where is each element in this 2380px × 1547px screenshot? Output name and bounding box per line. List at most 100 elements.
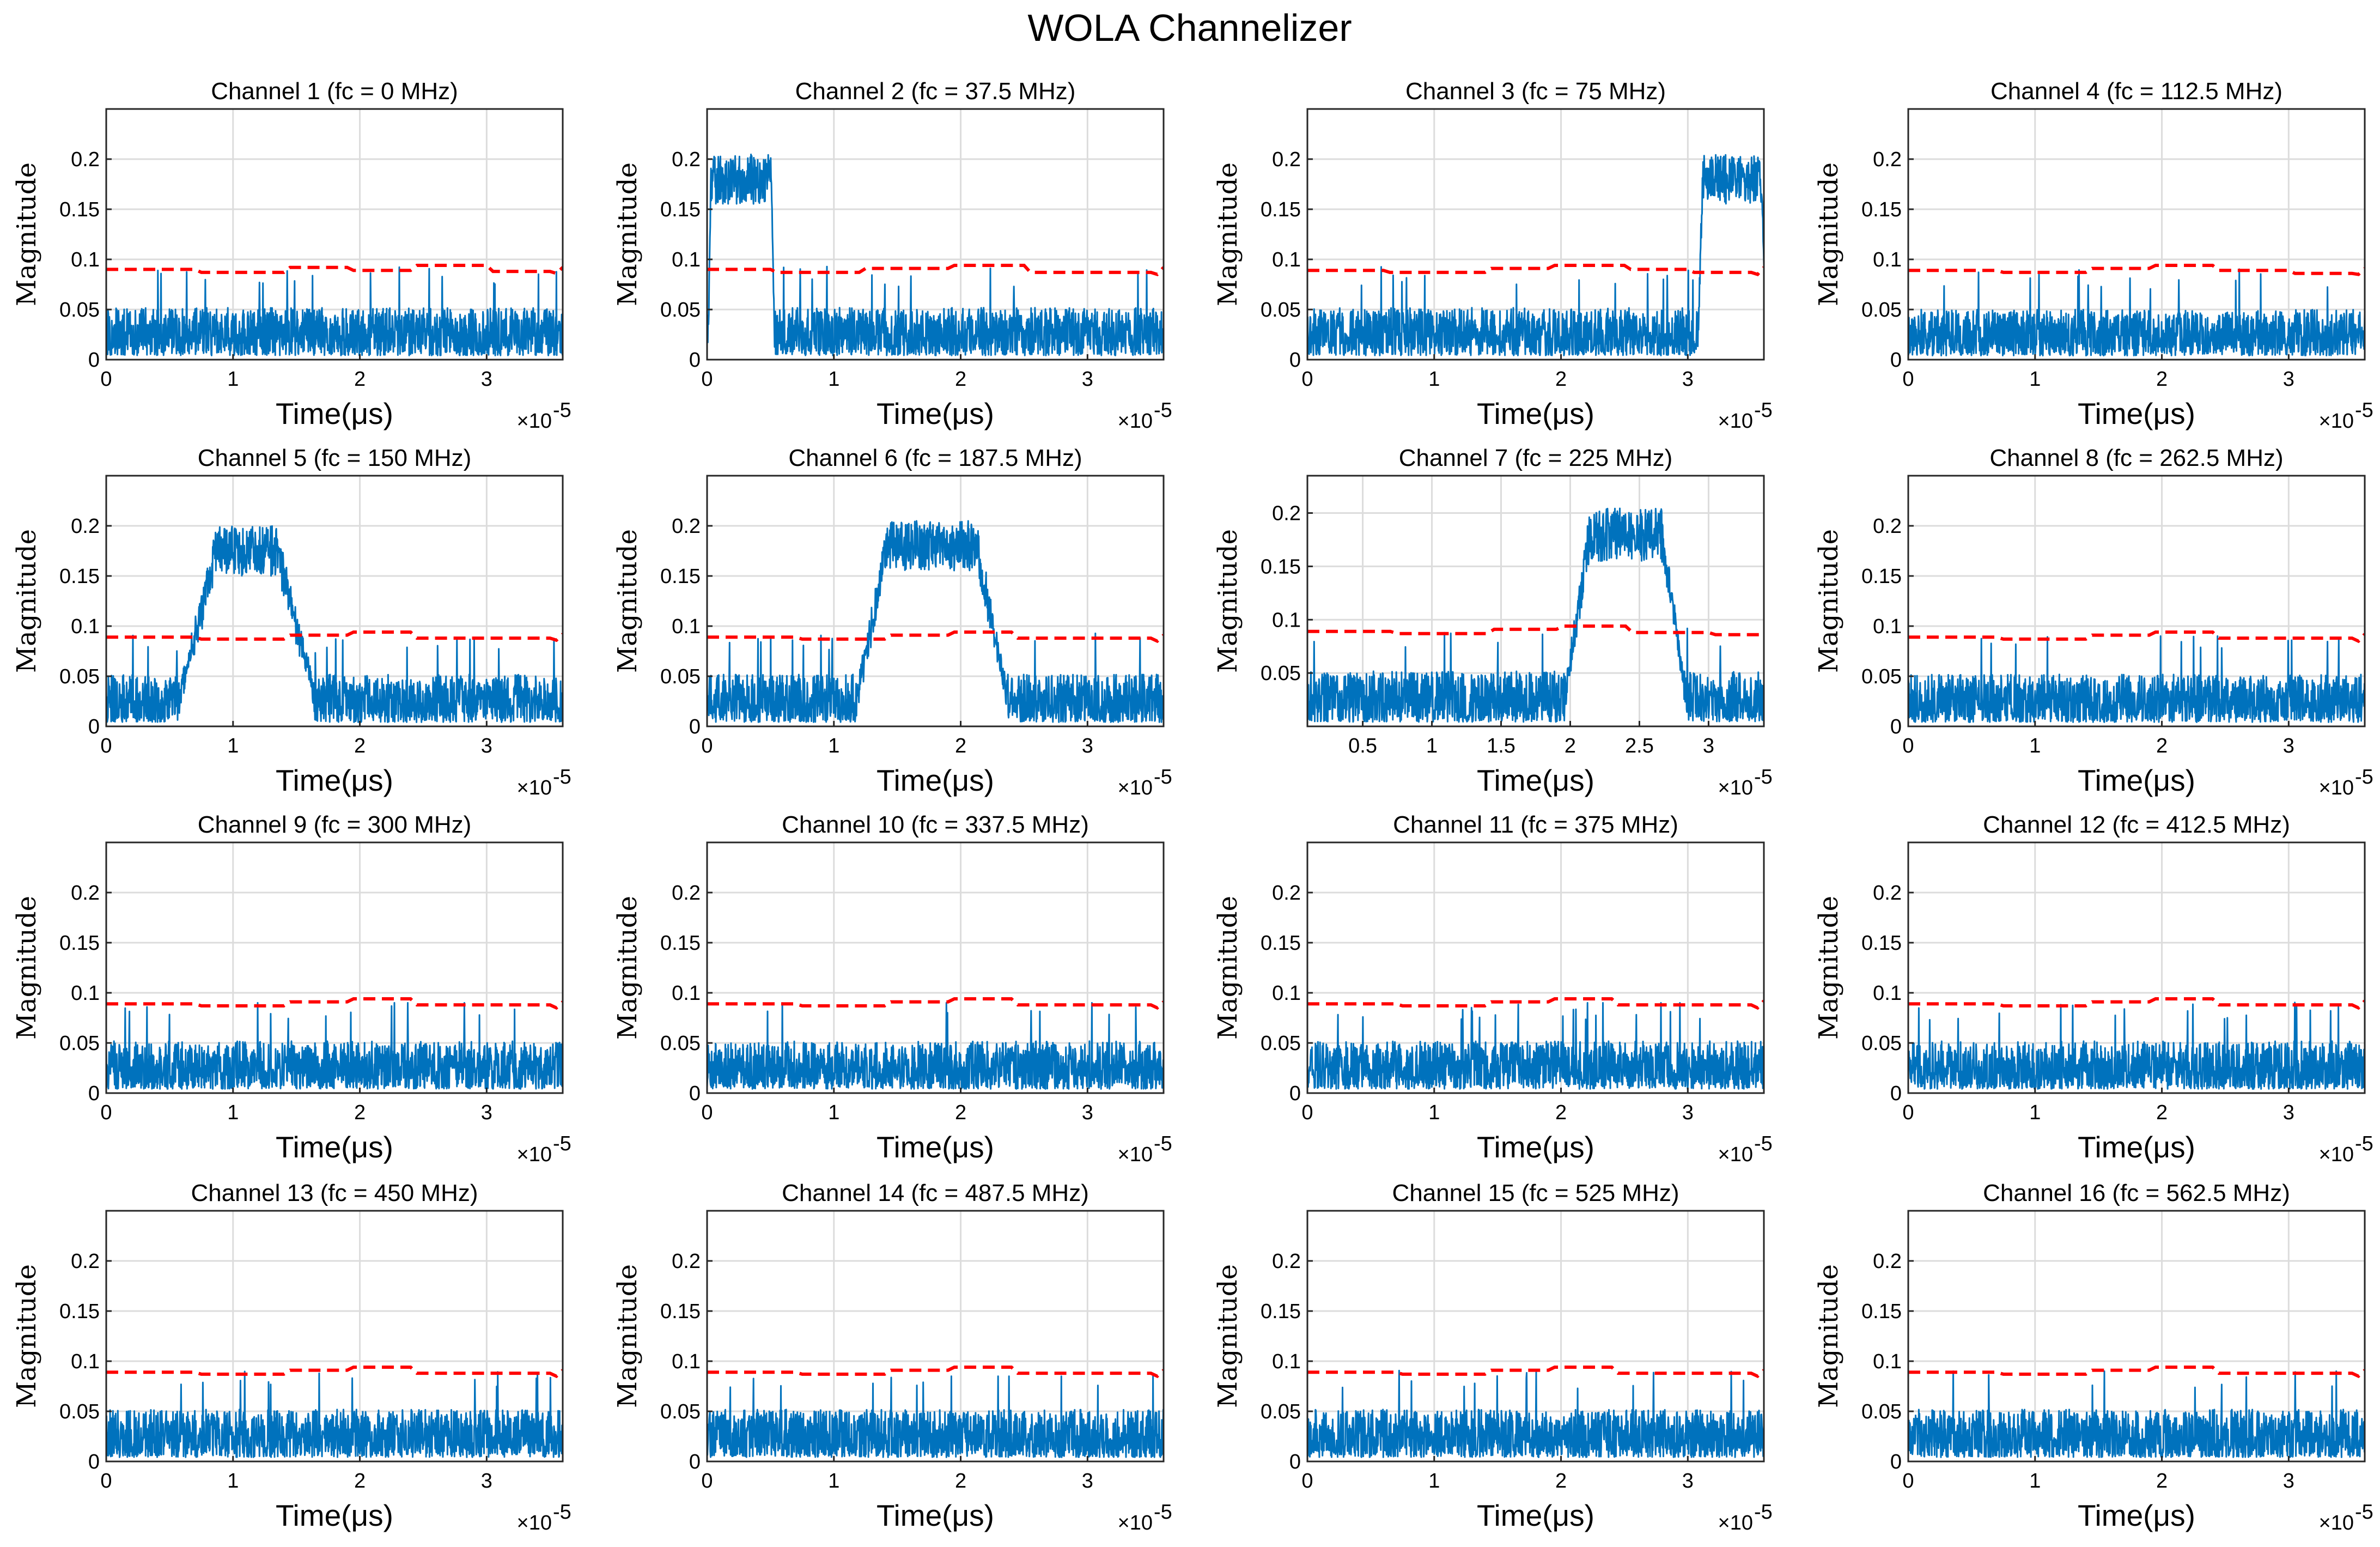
y-tick-label: 0.05 (660, 299, 701, 321)
y-axis-label: Magnitude (1813, 1264, 1844, 1408)
axes-frame (706, 475, 1165, 727)
x-tick-label: 3 (1682, 368, 1694, 391)
threshold-line (1908, 1366, 2365, 1379)
channel-10-subplot: Channel 10 (fc = 337.5 MHz) 0 1 2 3 0 0.05 0.1 0… (612, 811, 1172, 1166)
y-tick-label: 0.1 (672, 1350, 701, 1373)
threshold-line (106, 1366, 563, 1379)
x-axis-label: Time(μs) (2078, 1499, 2195, 1532)
panel-title: Channel 4 (fc = 112.5 MHz) (1991, 78, 2282, 105)
x-tick-label: 3 (481, 1470, 492, 1493)
x-tick-label: 2 (1555, 368, 1567, 391)
x-exponent-label: ×10 (1118, 776, 1153, 799)
channel-14-subplot: Channel 14 (fc = 487.5 MHz) 0 1 2 3 0 0.05 0.1 0… (612, 1180, 1172, 1534)
y-tick-label: 0.15 (1861, 932, 1902, 955)
axes-frame (105, 475, 564, 727)
x-exponent-label: ×10 (517, 1143, 552, 1166)
y-tick-label: 0.05 (59, 299, 100, 321)
y-tick-label: 0.2 (1873, 882, 1902, 905)
x-tick-label: 1 (828, 735, 839, 757)
x-exponent-superscript: -5 (1154, 399, 1172, 422)
y-tick-label: 0.15 (59, 198, 100, 221)
x-tick-label: 2 (354, 1101, 366, 1124)
x-tick-label: 3 (1682, 1470, 1694, 1493)
y-axis-label: Magnitude (1213, 529, 1243, 673)
x-tick-label: 2 (955, 368, 966, 391)
y-tick-label: 0 (88, 715, 100, 738)
axes-frame (706, 841, 1165, 1094)
x-tick-label: 0 (1902, 368, 1914, 391)
y-tick-label: 0.15 (1861, 1300, 1902, 1323)
y-tick-label: 0.05 (660, 1032, 701, 1055)
y-tick-label: 0.15 (660, 198, 701, 221)
y-tick-label: 0.1 (71, 1350, 100, 1373)
threshold-line (106, 997, 563, 1010)
x-tick-label: 1 (2029, 1470, 2041, 1493)
y-tick-label: 0.1 (71, 982, 100, 1005)
y-tick-label: 0.1 (1272, 609, 1301, 632)
threshold-line (707, 264, 1164, 277)
subplot-grid: Channel 1 (fc = 0 MHz) 0 1 2 3 0 0.05 0.1 0.15 0.… (11, 78, 2373, 1534)
y-tick-label: 0.15 (1261, 198, 1301, 221)
channel-12-subplot: Channel 12 (fc = 412.5 MHz) 0 1 2 3 0 0.05 0.1 0… (1813, 811, 2373, 1166)
y-tick-label: 0 (1289, 1082, 1301, 1105)
y-tick-label: 0.05 (660, 665, 701, 688)
signal-magnitude-line (1307, 154, 1764, 356)
y-tick-label: 0.05 (1861, 299, 1902, 321)
x-tick-label: 0 (100, 368, 112, 391)
y-tick-label: 0.1 (1272, 1350, 1301, 1373)
axes-frame (1306, 108, 1765, 361)
x-axis-label: Time(μs) (876, 763, 994, 797)
axes-frame (1907, 841, 2366, 1094)
y-axis-label: Magnitude (1213, 162, 1243, 306)
y-tick-label: 0.15 (660, 565, 701, 588)
x-exponent-superscript: -5 (553, 1132, 571, 1155)
x-axis-label: Time(μs) (876, 1499, 994, 1532)
axes-frame (706, 1210, 1165, 1463)
x-exponent-superscript: -5 (1754, 1501, 1773, 1524)
channel-6-subplot: Channel 6 (fc = 187.5 MHz) 0 1 2 3 0 0.05 0.1 0.… (612, 445, 1172, 799)
y-tick-label: 0.1 (672, 982, 701, 1005)
x-tick-label: 0 (701, 368, 713, 391)
x-tick-label: 0 (701, 735, 713, 757)
panel-title: Channel 6 (fc = 187.5 MHz) (788, 445, 1082, 471)
y-tick-label: 0.1 (672, 615, 701, 638)
y-axis-label: Magnitude (1813, 529, 1844, 673)
channel-4-subplot: Channel 4 (fc = 112.5 MHz) 0 1 2 3 0 0.05 0.1 0.… (1813, 78, 2373, 433)
x-exponent-superscript: -5 (2355, 1501, 2373, 1524)
threshold-line (1908, 630, 2365, 644)
y-tick-label: 0.2 (71, 882, 100, 905)
threshold-line (1908, 264, 2365, 276)
y-tick-label: 0 (88, 1451, 100, 1473)
y-axis-label: Magnitude (11, 529, 42, 673)
channel-9-subplot: Channel 9 (fc = 300 MHz) 0 1 2 3 0 0.05 0.1 0.15… (11, 811, 571, 1166)
x-exponent-label: ×10 (2319, 776, 2354, 799)
x-tick-label: 0 (1301, 1470, 1313, 1493)
x-tick-label: 2 (955, 1470, 966, 1493)
x-exponent-superscript: -5 (1154, 1132, 1172, 1155)
x-exponent-label: ×10 (1118, 1512, 1153, 1534)
y-axis-label: Magnitude (1813, 896, 1844, 1040)
threshold-line (707, 997, 1164, 1010)
y-tick-label: 0 (1890, 1451, 1902, 1473)
y-tick-label: 0 (88, 349, 100, 372)
axes-frame (1907, 475, 2366, 727)
x-tick-label: 1 (1428, 1470, 1440, 1493)
y-tick-label: 0 (689, 1082, 701, 1105)
y-tick-label: 0.05 (1861, 665, 1902, 688)
x-axis-label: Time(μs) (1477, 397, 1594, 430)
y-tick-label: 0.2 (71, 515, 100, 538)
signal-magnitude-line (106, 266, 563, 356)
x-axis-label: Time(μs) (876, 397, 994, 430)
y-tick-label: 0.1 (1272, 248, 1301, 271)
signal-magnitude-line (1307, 507, 1764, 723)
y-axis-label: Magnitude (11, 896, 42, 1040)
x-tick-label: 2 (354, 735, 366, 757)
y-tick-label: 0.15 (59, 1300, 100, 1323)
channel-7-subplot: Channel 7 (fc = 225 MHz) 0.5 1 1.5 2 2.5 3 0.05… (1213, 445, 1773, 799)
x-tick-label: 3 (1082, 1470, 1093, 1493)
x-tick-label: 3 (2283, 735, 2294, 757)
x-tick-label: 2 (1555, 1101, 1567, 1124)
x-tick-label: 3 (481, 1101, 492, 1124)
x-exponent-label: ×10 (1718, 1512, 1753, 1534)
